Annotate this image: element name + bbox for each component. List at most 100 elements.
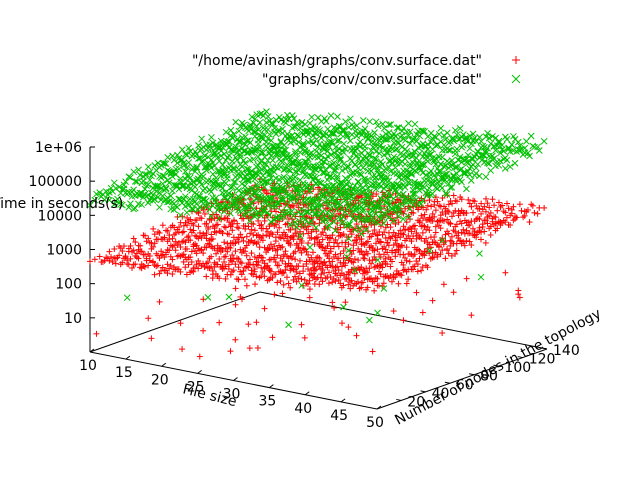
y-tick-label: 80 (480, 369, 498, 385)
data-point (264, 126, 272, 133)
data-point (296, 124, 304, 132)
data-point (222, 253, 229, 260)
data-point (227, 348, 234, 355)
data-point (180, 251, 187, 258)
data-point (271, 291, 278, 298)
data-point (463, 185, 470, 193)
data-point (180, 237, 187, 244)
y-tick-mark (444, 381, 450, 384)
data-point (369, 348, 376, 355)
data-point (222, 275, 229, 282)
data-point (263, 249, 270, 256)
data-point (353, 132, 361, 140)
data-point (214, 261, 221, 268)
data-point (237, 231, 244, 238)
data-point (345, 324, 352, 331)
data-point (141, 263, 148, 270)
data-point (164, 270, 171, 277)
data-point (109, 258, 116, 265)
data-point (453, 145, 461, 153)
data-point (123, 294, 131, 302)
data-point (159, 222, 166, 229)
data-point (209, 275, 216, 282)
data-point (534, 210, 541, 217)
data-point (235, 264, 242, 271)
data-point (243, 252, 250, 259)
data-point (303, 226, 310, 233)
y-tick-label: 100 (504, 360, 531, 376)
x-tick-label: 35 (258, 394, 276, 410)
z-axis-label: Time in seconds(s) (0, 196, 123, 212)
data-point (187, 254, 194, 261)
legend-label-red: "/home/avinash/graphs/conv.surface.dat" (192, 53, 482, 69)
data-point (177, 243, 184, 250)
data-point (263, 108, 270, 115)
box-edge (376, 348, 548, 410)
data-point (309, 140, 317, 148)
data-point (390, 308, 397, 315)
data-point (472, 170, 480, 177)
data-point (167, 224, 174, 231)
data-point (226, 219, 233, 226)
data-point (269, 334, 276, 341)
data-point (437, 124, 445, 132)
data-point (255, 217, 262, 224)
data-point (193, 250, 200, 257)
data-point (230, 218, 237, 225)
data-point (375, 149, 383, 157)
data-point (247, 230, 254, 237)
data-point (187, 216, 194, 223)
data-point (191, 264, 198, 271)
data-point (413, 154, 420, 162)
data-point (156, 229, 163, 236)
data-point (295, 204, 302, 211)
data-point (156, 203, 163, 211)
data-point (274, 279, 281, 286)
data-point (380, 219, 388, 227)
data-point (149, 258, 156, 265)
data-point (359, 164, 367, 172)
y-tick-label: 40 (432, 386, 450, 402)
data-point (196, 233, 203, 240)
x-tick-label: 40 (294, 401, 312, 417)
data-point (431, 201, 438, 208)
data-point (339, 239, 346, 246)
data-point (458, 178, 465, 186)
data-point (99, 259, 106, 266)
data-point (367, 167, 375, 175)
data-point (220, 178, 228, 185)
data-point (185, 261, 192, 268)
data-point (228, 158, 236, 165)
data-point (166, 247, 173, 254)
data-point (419, 309, 426, 316)
data-point (222, 245, 229, 252)
data-point (276, 224, 283, 231)
data-point (366, 118, 374, 125)
data-point (353, 332, 360, 339)
data-point (125, 248, 132, 255)
data-point (508, 141, 516, 149)
data-point (183, 271, 190, 278)
data-point (346, 137, 354, 145)
data-point (245, 321, 252, 328)
data-point (221, 265, 228, 272)
y-tick-label: 140 (553, 343, 580, 359)
data-point (232, 301, 239, 308)
data-point (271, 222, 278, 229)
x-tick-mark (125, 355, 131, 360)
data-point (209, 245, 216, 252)
x-tick-label: 45 (330, 408, 348, 424)
data-point (209, 235, 216, 242)
y-tick-label: 120 (529, 352, 556, 368)
data-point (261, 217, 268, 224)
data-point (151, 162, 159, 169)
data-point (301, 334, 308, 341)
data-point (209, 267, 216, 274)
data-point (348, 131, 356, 139)
data-point (227, 126, 235, 134)
data-point (329, 299, 336, 306)
data-point (207, 188, 215, 196)
data-point (267, 241, 274, 248)
data-point (119, 259, 126, 266)
data-point (171, 242, 178, 249)
